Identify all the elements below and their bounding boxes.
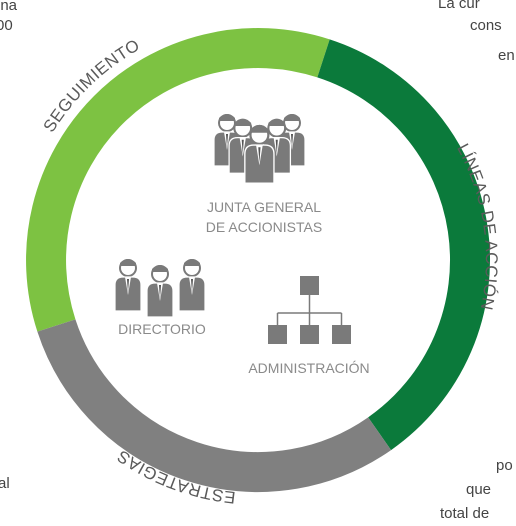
text-fragment: en	[498, 47, 515, 64]
text-fragment: cons	[470, 17, 502, 34]
directorio-label: DIRECTORIO	[118, 321, 206, 337]
text-fragment: una	[0, 0, 18, 14]
administracion-label: ADMINISTRACIÓN	[248, 360, 369, 376]
junta-icon	[213, 113, 306, 185]
text-fragment: La cur	[438, 0, 480, 12]
directorio-icon	[114, 258, 206, 318]
ring-segment-lineas	[317, 39, 491, 451]
org-chart-icon	[268, 276, 351, 344]
ring-segment-seguimiento	[26, 28, 330, 332]
text-fragment: al	[0, 475, 10, 492]
text-fragment: po	[496, 457, 513, 474]
junta-label: DE ACCIONISTAS	[206, 219, 322, 235]
ring-segment-estrategias	[37, 319, 392, 493]
text-fragment: que	[466, 481, 491, 498]
text-fragment: total de	[440, 505, 489, 522]
junta-label: JUNTA GENERAL	[207, 199, 321, 215]
text-fragment: 00	[0, 17, 13, 34]
